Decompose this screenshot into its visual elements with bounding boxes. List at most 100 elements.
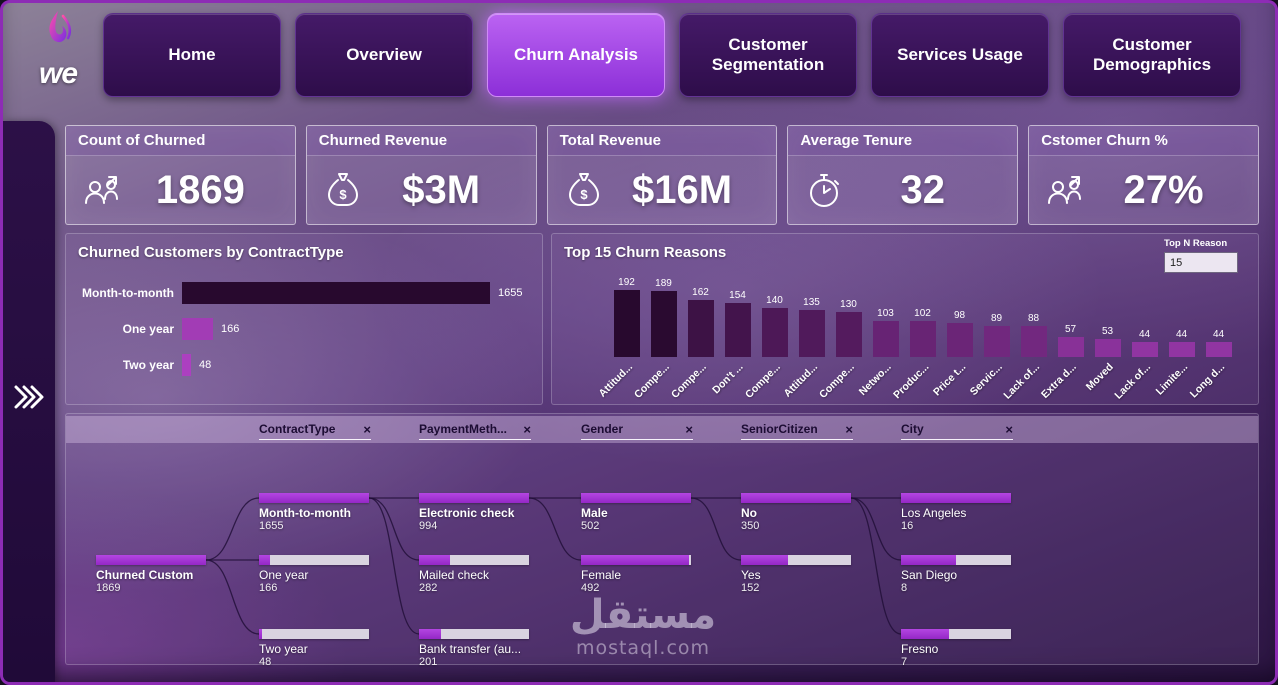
chip-remove-icon[interactable]: × — [685, 421, 693, 437]
hbar-row-month-to-month: Month-to-month 1655 — [66, 275, 542, 311]
bar-moved-14[interactable] — [1094, 339, 1121, 357]
kpi-value: 32 — [900, 167, 946, 212]
top-n-control: Top N Reason — [1164, 238, 1242, 273]
svg-text:$: $ — [580, 187, 588, 202]
node-value: 1869 — [96, 582, 121, 594]
tree-node-san-diego[interactable]: San Diego 8 — [901, 555, 1013, 594]
reason-col-6: 135 Attitud... — [781, 272, 830, 400]
tree-field-paymentmeth[interactable]: PaymentMeth... × — [419, 419, 531, 440]
tree-connector — [690, 497, 742, 561]
tree-node-mailed-check[interactable]: Mailed check 282 — [419, 555, 531, 594]
tree-node-yes[interactable]: Yes 152 — [741, 555, 853, 594]
bar-netwo-8[interactable] — [872, 321, 899, 357]
tree-node-one-year[interactable]: One year 166 — [259, 555, 371, 594]
category-label: Netwo... — [857, 361, 894, 398]
top-n-input[interactable] — [1164, 252, 1238, 273]
value-label: 44 — [1212, 329, 1225, 340]
reason-col-4: 154 Don't ... — [711, 272, 756, 396]
node-bar — [741, 555, 851, 565]
tab-overview[interactable]: Overview — [295, 13, 473, 97]
tree-field-contracttype[interactable]: ContractType × — [259, 419, 371, 440]
chip-remove-icon[interactable]: × — [363, 421, 371, 437]
tab-customer-demographics[interactable]: Customer Demographics — [1063, 13, 1241, 97]
brand-logo: we — [19, 9, 97, 91]
bar-attitud-1[interactable] — [613, 290, 640, 357]
tree-node-los-angeles[interactable]: Los Angeles 16 — [901, 493, 1013, 532]
bar-produc-9[interactable] — [909, 321, 936, 357]
node-fill — [901, 629, 950, 639]
kpi-card-average-tenure: Average Tenure 32 — [787, 125, 1019, 225]
node-fill — [96, 555, 206, 565]
kpi-title: Total Revenue — [547, 126, 777, 156]
field-label: SeniorCitizen — [741, 422, 818, 436]
bar-lack-of-12[interactable] — [1020, 326, 1047, 357]
bar-compe-2[interactable] — [650, 291, 677, 357]
tree-node-churned-custom[interactable]: Churned Custom 1869 — [96, 555, 208, 594]
bar-price-t-10[interactable] — [946, 323, 973, 357]
bar-compe-7[interactable] — [835, 312, 862, 357]
tab-home[interactable]: Home — [103, 13, 281, 97]
field-label: ContractType — [259, 422, 336, 436]
hbar-row-one-year: One year 166 — [66, 311, 542, 347]
tab-services-usage[interactable]: Services Usage — [871, 13, 1049, 97]
node-bar — [419, 555, 529, 565]
tab-churn-analysis[interactable]: Churn Analysis — [487, 13, 665, 97]
node-fill — [901, 555, 956, 565]
tree-field-city[interactable]: City × — [901, 419, 1013, 440]
reason-col-1: 192 Attitud... — [596, 272, 645, 400]
tree-field-seniorcitizen[interactable]: SeniorCitizen × — [741, 419, 853, 440]
category-label: Compe... — [743, 361, 783, 401]
node-label: Churned Custom — [96, 568, 194, 582]
kpi-row: Count of Churned 1869 Churned Revenue $ $3M T… — [65, 125, 1259, 225]
contract-chart-panel: Churned Customers by ContractType Month-… — [65, 233, 543, 405]
brand-name: we — [38, 57, 78, 90]
bar-servic-11[interactable] — [983, 326, 1010, 357]
reason-col-8: 103 Netwo... — [857, 272, 904, 398]
tree-field-gender[interactable]: Gender × — [581, 419, 693, 440]
value-label: 130 — [840, 299, 857, 310]
tab-customer-segmentation[interactable]: Customer Segmentation — [679, 13, 857, 97]
value-label: 1655 — [498, 287, 523, 299]
reason-col-13: 57 Extra d... — [1039, 272, 1089, 401]
contract-chart-title: Churned Customers by ContractType — [78, 244, 344, 261]
svg-text:$: $ — [339, 187, 347, 202]
tree-node-fresno[interactable]: Fresno 7 — [901, 629, 1013, 668]
node-value: 152 — [741, 582, 760, 594]
tree-node-two-year[interactable]: Two year 48 — [259, 629, 371, 668]
node-fill — [741, 555, 789, 565]
tree-connector — [205, 497, 260, 561]
kpi-card-total-revenue: Total Revenue $ $16M — [546, 125, 778, 225]
bar-compe-5[interactable] — [761, 308, 788, 357]
chevrons-right-icon[interactable] — [13, 383, 45, 416]
tree-node-female[interactable]: Female 492 — [581, 555, 693, 594]
value-label: 89 — [990, 313, 1003, 324]
reason-col-5: 140 Compe... — [743, 272, 793, 401]
bar-two-year[interactable] — [182, 354, 191, 376]
tree-node-male[interactable]: Male 502 — [581, 493, 693, 532]
bar-month-to-month[interactable] — [182, 282, 490, 304]
kpi-title: Average Tenure — [788, 126, 1018, 156]
kpi-card-cstomer-churn: Cstomer Churn % 27% — [1028, 125, 1259, 225]
bar-one-year[interactable] — [182, 318, 213, 340]
bar-compe-3[interactable] — [687, 300, 714, 357]
tree-node-electronic-check[interactable]: Electronic check 994 — [419, 493, 531, 532]
category-label: Don't ... — [710, 361, 746, 397]
bar-don-t-4[interactable] — [724, 303, 751, 357]
bar-extra-d-13[interactable] — [1057, 337, 1084, 357]
field-label: Gender — [581, 422, 624, 436]
tree-connector — [850, 497, 902, 635]
reason-col-7: 130 Compe... — [817, 272, 867, 401]
chip-remove-icon[interactable]: × — [1005, 421, 1013, 437]
bar-limite-16[interactable] — [1168, 342, 1195, 357]
kpi-title: Churned Revenue — [306, 126, 536, 156]
tree-node-bank-transfer-au[interactable]: Bank transfer (au... 201 — [419, 629, 531, 668]
chip-remove-icon[interactable]: × — [845, 421, 853, 437]
tree-node-no[interactable]: No 350 — [741, 493, 853, 532]
contract-chart: Month-to-month 1655 One year 166 Two year 48 — [66, 275, 542, 383]
bar-long-d-17[interactable] — [1205, 342, 1232, 357]
tree-node-month-to-month[interactable]: Month-to-month 1655 — [259, 493, 371, 532]
bar-attitud-6[interactable] — [798, 310, 825, 357]
money-bag-icon: $ — [562, 168, 606, 212]
chip-remove-icon[interactable]: × — [523, 421, 531, 437]
bar-lack-of-15[interactable] — [1131, 342, 1158, 357]
